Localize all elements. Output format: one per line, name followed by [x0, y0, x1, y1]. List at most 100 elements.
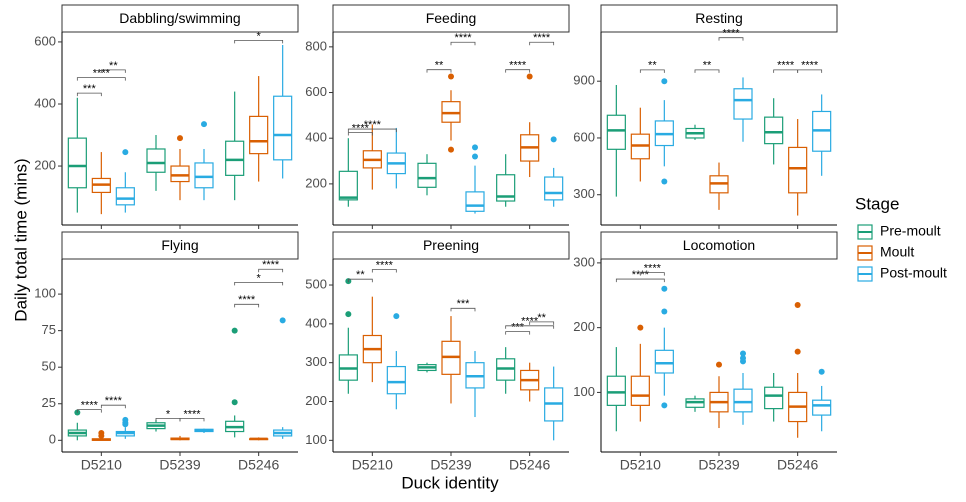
- outlier: [661, 402, 668, 409]
- y-tick-label: 400: [305, 130, 327, 145]
- sig-bracket: [76, 409, 102, 413]
- outlier: [122, 149, 129, 156]
- y-tick-label: 400: [34, 95, 56, 110]
- y-tick-label: 25: [42, 395, 56, 410]
- box: [812, 399, 832, 416]
- box: [194, 162, 214, 189]
- outlier: [740, 350, 746, 357]
- sig-label: ****: [533, 32, 551, 44]
- box: [544, 176, 564, 201]
- sig-bracket: [639, 272, 665, 276]
- outlier: [550, 136, 557, 143]
- y-tick-label: 300: [573, 254, 595, 269]
- outlier: [818, 368, 825, 375]
- outlier: [279, 317, 286, 324]
- y-tick-label: 200: [573, 319, 595, 334]
- y-tick-label: 600: [305, 84, 327, 99]
- strip: [332, 4, 570, 33]
- sig-bracket: [505, 325, 555, 329]
- sig-label: ****: [454, 32, 472, 44]
- sig-label: ***: [511, 322, 525, 334]
- sig-label: **: [356, 269, 365, 281]
- sig-label: ****: [644, 263, 662, 275]
- box: [386, 365, 406, 395]
- sig-label: ****: [509, 60, 527, 72]
- sig-bracket: [371, 269, 397, 273]
- sig-label: **: [537, 312, 546, 324]
- panel-title: Resting: [695, 10, 742, 26]
- sig-bracket: [234, 39, 284, 44]
- sig-bracket: [426, 69, 452, 73]
- outlier: [231, 399, 238, 406]
- sig-bracket: [529, 41, 555, 46]
- sig-bracket: [347, 132, 373, 136]
- x-tick-label: D5239: [698, 457, 739, 473]
- sig-label: ****: [777, 60, 795, 72]
- y-tick-label: 75: [42, 322, 56, 337]
- y-tick-label: 200: [305, 175, 327, 190]
- box: [606, 375, 626, 406]
- outlier: [526, 73, 533, 80]
- x-tick-label: D5239: [430, 457, 471, 473]
- sig-bracket: [450, 307, 476, 312]
- sig-label: **: [703, 60, 712, 72]
- x-tick-label: D5246: [238, 457, 279, 473]
- outlier: [740, 358, 746, 365]
- sig-label: **: [648, 60, 657, 72]
- y-tick-label: 500: [305, 276, 327, 291]
- box: [496, 174, 516, 202]
- box: [146, 148, 166, 173]
- strip: [61, 4, 299, 33]
- y-tick-label: 600: [573, 129, 595, 144]
- panel-title: Feeding: [426, 10, 477, 26]
- y-tick-label: 0: [49, 432, 56, 447]
- y-tick-label: 900: [573, 73, 595, 88]
- x-tick-label: D5210: [352, 457, 393, 473]
- sig-bracket: [179, 417, 205, 422]
- box: [764, 116, 784, 145]
- legend-label: Pre-moult: [880, 223, 941, 239]
- box: [733, 388, 753, 413]
- y-tick-label: 800: [305, 38, 327, 53]
- sig-bracket: [450, 41, 476, 46]
- sig-bracket: [797, 69, 823, 73]
- box: [273, 95, 293, 161]
- outlier: [661, 178, 668, 185]
- box: [733, 88, 753, 120]
- sig-label: ***: [457, 298, 471, 310]
- strip: [600, 231, 838, 260]
- sig-bracket: [76, 77, 126, 81]
- box: [788, 146, 808, 194]
- sig-label: *: [257, 30, 262, 42]
- sig-label: ****: [81, 400, 99, 412]
- box: [225, 140, 245, 176]
- sig-label: *: [166, 408, 171, 420]
- sig-label: ****: [238, 294, 256, 306]
- panel-title: Flying: [161, 237, 198, 253]
- outlier: [472, 153, 478, 160]
- box: [764, 386, 784, 410]
- sig-bracket: [505, 331, 531, 335]
- strip: [61, 231, 299, 260]
- outlier: [637, 324, 644, 331]
- box: [417, 162, 437, 188]
- box: [654, 349, 674, 374]
- panel-title: Preening: [423, 237, 479, 253]
- sig-label: ***: [83, 83, 97, 95]
- outlier: [472, 144, 478, 151]
- box: [606, 114, 626, 150]
- x-tick-label: D5239: [159, 457, 200, 473]
- sig-bracket: [258, 268, 284, 273]
- sig-label: ****: [105, 395, 123, 407]
- y-axis-label: Daily total time (mins): [11, 158, 30, 321]
- sig-label: **: [109, 60, 118, 72]
- y-tick-label: 600: [34, 33, 56, 48]
- y-tick-label: 100: [573, 384, 595, 399]
- x-tick-label: D5210: [81, 457, 122, 473]
- box: [465, 191, 485, 212]
- y-tick-label: 200: [34, 157, 56, 172]
- outlier: [393, 313, 400, 320]
- sig-bracket: [347, 278, 373, 283]
- box: [170, 165, 190, 183]
- outlier: [661, 285, 668, 292]
